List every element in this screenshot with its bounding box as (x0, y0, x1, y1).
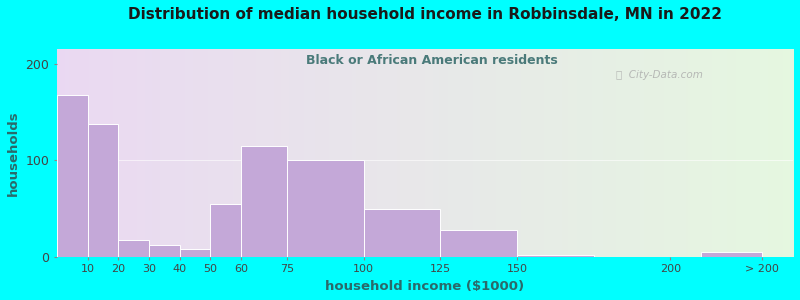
Bar (57, 95, 88, 257)
Bar (210, 204, 241, 257)
Text: ⓘ  City-Data.com: ⓘ City-Data.com (617, 70, 703, 80)
Bar (701, 252, 762, 257)
Bar (241, 146, 287, 257)
Bar (440, 230, 517, 257)
Bar (118, 239, 149, 257)
Bar (88, 124, 118, 257)
Bar (287, 160, 364, 257)
Bar (149, 245, 180, 257)
Bar (180, 249, 210, 257)
Text: Black or African American residents: Black or African American residents (306, 53, 558, 67)
Bar (517, 255, 594, 257)
Bar (364, 208, 440, 257)
X-axis label: household income ($1000): household income ($1000) (326, 280, 525, 293)
Y-axis label: households: households (7, 110, 20, 196)
Title: Distribution of median household income in Robbinsdale, MN in 2022: Distribution of median household income … (128, 7, 722, 22)
